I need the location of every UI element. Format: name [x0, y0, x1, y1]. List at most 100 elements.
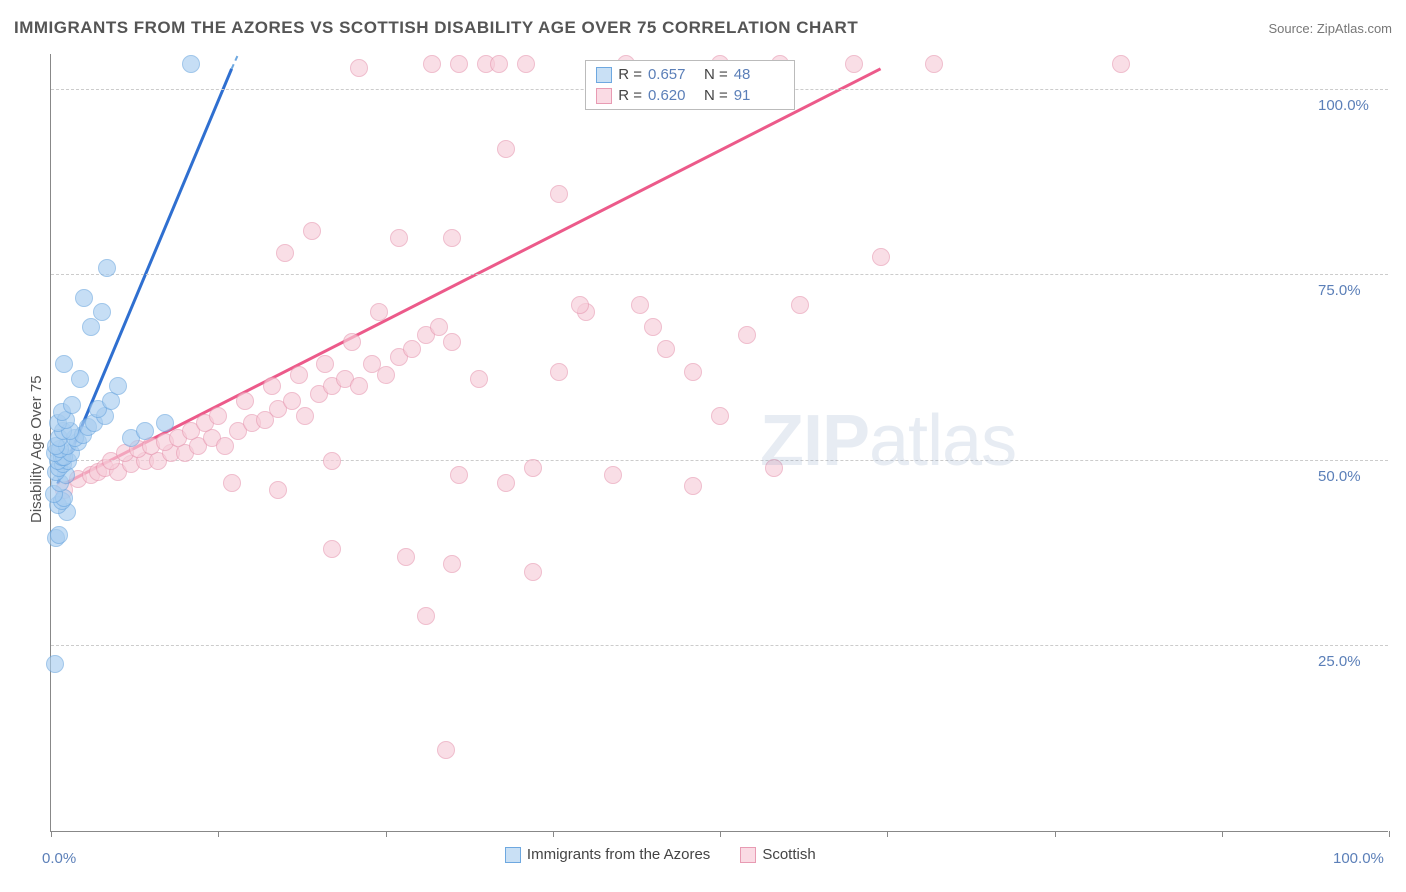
- data-point: [550, 185, 568, 203]
- regression-lines: [51, 54, 1389, 832]
- y-tick-label: 75.0%: [1318, 282, 1361, 299]
- data-point: [517, 55, 535, 73]
- legend-swatch: [740, 847, 756, 863]
- data-point: [136, 422, 154, 440]
- data-point: [316, 355, 334, 373]
- source-label: Source: ZipAtlas.com: [1268, 21, 1392, 36]
- data-point: [269, 481, 287, 499]
- data-point: [370, 303, 388, 321]
- data-point: [470, 370, 488, 388]
- plot-area: [50, 54, 1388, 832]
- x-axis-label-100: 100.0%: [1333, 850, 1384, 867]
- data-point: [403, 340, 421, 358]
- legend-swatch: [596, 88, 612, 104]
- data-point: [290, 366, 308, 384]
- data-point: [223, 474, 241, 492]
- data-point: [791, 296, 809, 314]
- data-point: [350, 59, 368, 77]
- title-bar: IMMIGRANTS FROM THE AZORES VS SCOTTISH D…: [14, 18, 1392, 38]
- data-point: [738, 326, 756, 344]
- legend-label: Immigrants from the Azores: [527, 846, 710, 863]
- data-point: [263, 377, 281, 395]
- x-tick: [51, 831, 52, 837]
- data-point: [46, 655, 64, 673]
- n-label: N =: [704, 66, 728, 83]
- data-point: [71, 370, 89, 388]
- x-tick: [720, 831, 721, 837]
- n-value: 91: [734, 87, 784, 104]
- data-point: [50, 526, 68, 544]
- data-point: [323, 452, 341, 470]
- r-value: 0.657: [648, 66, 698, 83]
- data-point: [845, 55, 863, 73]
- data-point: [55, 355, 73, 373]
- legend-top: R = 0.657 N = 48 R =0.620N =91: [585, 60, 795, 110]
- data-point: [283, 392, 301, 410]
- data-point: [684, 363, 702, 381]
- data-point: [75, 289, 93, 307]
- y-tick-label: 100.0%: [1318, 97, 1369, 114]
- data-point: [631, 296, 649, 314]
- data-point: [524, 459, 542, 477]
- legend-label: Scottish: [762, 846, 815, 863]
- data-point: [390, 229, 408, 247]
- data-point: [296, 407, 314, 425]
- data-point: [377, 366, 395, 384]
- data-point: [604, 466, 622, 484]
- legend-item: Immigrants from the Azores: [505, 846, 710, 863]
- legend-swatch: [505, 847, 521, 863]
- data-point: [423, 55, 441, 73]
- x-tick: [1389, 831, 1390, 837]
- data-point: [216, 437, 234, 455]
- data-point: [490, 55, 508, 73]
- data-point: [63, 396, 81, 414]
- x-tick: [218, 831, 219, 837]
- data-point: [450, 55, 468, 73]
- data-point: [657, 340, 675, 358]
- data-point: [437, 741, 455, 759]
- legend-swatch: [596, 67, 612, 83]
- data-point: [182, 55, 200, 73]
- data-point: [98, 259, 116, 277]
- data-point: [82, 318, 100, 336]
- data-point: [397, 548, 415, 566]
- data-point: [497, 140, 515, 158]
- legend-bottom: Immigrants from the Azores Scottish: [505, 846, 816, 863]
- y-tick-label: 25.0%: [1318, 653, 1361, 670]
- data-point: [323, 540, 341, 558]
- n-value: 48: [734, 66, 784, 83]
- data-point: [156, 414, 174, 432]
- data-point: [109, 377, 127, 395]
- data-point: [684, 477, 702, 495]
- gridline: [51, 645, 1388, 646]
- data-point: [209, 407, 227, 425]
- y-tick-label: 50.0%: [1318, 468, 1361, 485]
- data-point: [276, 244, 294, 262]
- r-label: R =: [618, 66, 642, 83]
- data-point: [443, 229, 461, 247]
- legend-item: Scottish: [740, 846, 815, 863]
- data-point: [343, 333, 361, 351]
- legend-stat-row: R = 0.657 N = 48: [586, 64, 794, 85]
- data-point: [925, 55, 943, 73]
- x-tick: [1222, 831, 1223, 837]
- data-point: [497, 474, 515, 492]
- data-point: [236, 392, 254, 410]
- data-point: [93, 303, 111, 321]
- data-point: [644, 318, 662, 336]
- data-point: [417, 607, 435, 625]
- r-label: R =: [618, 87, 642, 104]
- y-axis-title: Disability Age Over 75: [28, 375, 45, 523]
- gridline: [51, 274, 1388, 275]
- data-point: [765, 459, 783, 477]
- data-point: [350, 377, 368, 395]
- data-point: [571, 296, 589, 314]
- x-tick: [553, 831, 554, 837]
- data-point: [872, 248, 890, 266]
- x-axis-label-0: 0.0%: [42, 850, 76, 867]
- data-point: [450, 466, 468, 484]
- data-point: [443, 333, 461, 351]
- data-point: [550, 363, 568, 381]
- legend-stat-row: R =0.620N =91: [586, 85, 794, 106]
- x-tick: [887, 831, 888, 837]
